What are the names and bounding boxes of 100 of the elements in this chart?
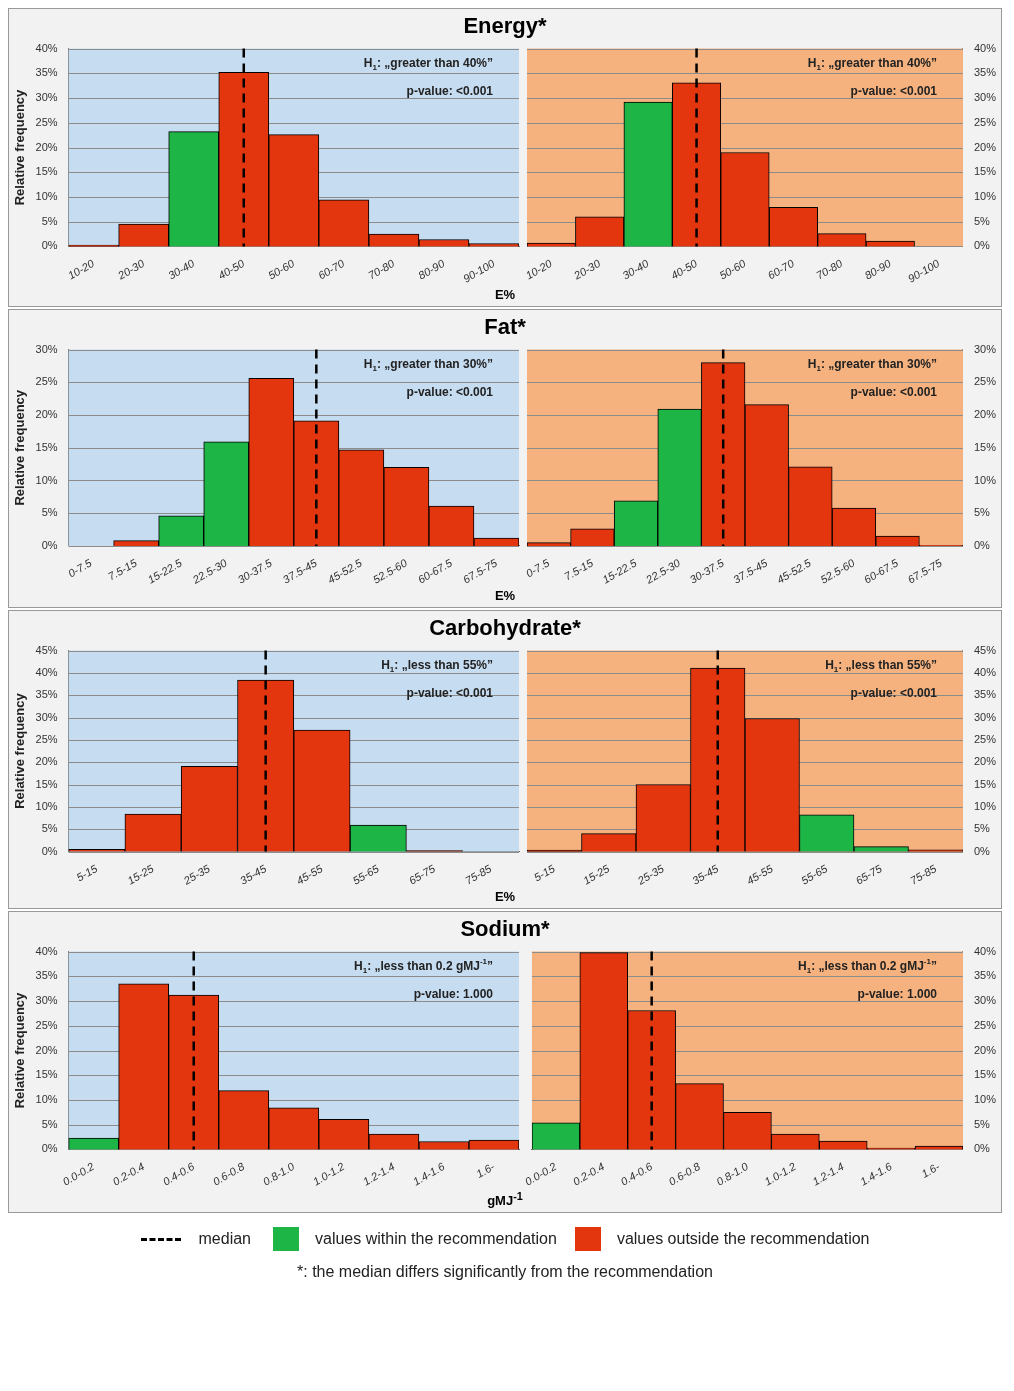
x-tick-label: 5-15 xyxy=(74,861,101,884)
annotation: p-value: <0.001 xyxy=(850,685,938,700)
annotation: p-value: <0.001 xyxy=(406,83,494,98)
text: values within the recommendation xyxy=(314,1230,557,1249)
y-tick-label: 15% xyxy=(35,1068,58,1081)
annotation: p-value: <0.001 xyxy=(406,685,494,700)
y-tick-label: 10% xyxy=(973,473,997,486)
annotation: p-value: <0.001 xyxy=(406,384,494,399)
y-tick-label: 0% xyxy=(41,239,58,252)
y-tick-label: 15% xyxy=(35,777,58,790)
chart-title: Sodium* xyxy=(459,915,551,942)
y-tick-label: 0% xyxy=(973,1142,991,1155)
text: *: the median differs significantly from the recommendation xyxy=(296,1263,714,1282)
y-tick-label: 5% xyxy=(41,1117,58,1130)
y-tick-label: 15% xyxy=(973,165,997,178)
y-tick-label: 35% xyxy=(35,969,58,982)
annotation: p-value: 1.000 xyxy=(857,986,938,1001)
y-tick-label: 20% xyxy=(973,755,997,768)
y-tick-label: 45% xyxy=(35,643,58,656)
y-tick-label: 25% xyxy=(35,732,58,745)
y-tick-label: 30% xyxy=(973,994,997,1007)
x-tick-label: 0-7.5 xyxy=(65,556,95,580)
y-tick-label: 20% xyxy=(35,408,58,421)
y-tick-label: 25% xyxy=(973,115,997,128)
y-tick-label: 5% xyxy=(973,822,991,835)
y-tick-label: 15% xyxy=(35,165,58,178)
y-tick-label: 15% xyxy=(973,777,997,790)
y-axis-title: Relative frequency xyxy=(12,88,28,206)
y-tick-label: 40% xyxy=(973,665,997,678)
y-tick-label: 15% xyxy=(973,440,997,453)
text: values outside the recommendation xyxy=(616,1230,870,1249)
y-tick-label: 40% xyxy=(973,41,997,54)
y-tick-label: 10% xyxy=(973,1093,997,1106)
chart-title: Fat* xyxy=(483,313,527,340)
x-axis-title: E% xyxy=(493,287,517,304)
y-tick-label: 30% xyxy=(35,342,58,355)
y-tick-label: 40% xyxy=(35,41,58,54)
y-tick-label: 30% xyxy=(35,91,58,104)
annotation: p-value: <0.001 xyxy=(850,83,938,98)
annotation: p-value: 1.000 xyxy=(413,986,494,1001)
y-axis-title: Relative frequency xyxy=(12,389,28,506)
annotation: p-value: <0.001 xyxy=(850,384,938,399)
y-tick-label: 40% xyxy=(973,944,997,957)
y-tick-label: 20% xyxy=(973,140,997,153)
y-tick-label: 35% xyxy=(35,688,58,701)
y-tick-label: 25% xyxy=(973,375,997,388)
y-tick-label: 30% xyxy=(35,710,58,723)
x-tick-label: 40-50 xyxy=(668,256,700,282)
x-tick-label: 0-7.5 xyxy=(523,556,553,580)
y-tick-label: 25% xyxy=(35,115,58,128)
y-tick-label: 10% xyxy=(973,799,997,812)
y-tick-label: 20% xyxy=(35,140,58,153)
y-tick-label: 25% xyxy=(35,1018,58,1031)
y-axis-title: Relative frequency xyxy=(12,692,28,809)
x-tick-label: 5-15 xyxy=(531,861,558,884)
y-tick-label: 10% xyxy=(35,190,58,203)
y-tick-label: 35% xyxy=(973,688,997,701)
text: median xyxy=(198,1230,251,1249)
y-tick-label: 0% xyxy=(973,844,991,857)
y-tick-label: 40% xyxy=(35,665,58,678)
y-tick-label: 10% xyxy=(35,799,58,812)
y-tick-label: 25% xyxy=(973,732,997,745)
y-tick-label: 35% xyxy=(973,66,997,79)
y-tick-label: 5% xyxy=(973,214,991,227)
y-tick-label: 40% xyxy=(35,944,58,957)
x-axis-title: gMJ$^{-1}$ xyxy=(486,1190,524,1211)
y-tick-label: 10% xyxy=(35,1093,58,1106)
y-tick-label: 5% xyxy=(973,1117,991,1130)
y-tick-label: 30% xyxy=(973,342,997,355)
chart-title: Energy* xyxy=(462,12,548,39)
y-tick-label: 30% xyxy=(973,91,997,104)
y-tick-label: 5% xyxy=(41,214,58,227)
y-tick-label: 15% xyxy=(973,1068,997,1081)
y-tick-label: 35% xyxy=(973,969,997,982)
y-tick-label: 35% xyxy=(35,66,58,79)
chart-title: Carbohydrate* xyxy=(428,614,582,641)
x-tick-label: 40-50 xyxy=(215,256,248,282)
y-tick-label: 5% xyxy=(41,822,58,835)
y-axis-title: Relative frequency xyxy=(12,991,28,1109)
y-tick-label: 0% xyxy=(41,1142,58,1155)
y-tick-label: 15% xyxy=(35,440,58,453)
y-tick-label: 10% xyxy=(35,473,58,486)
y-tick-label: 25% xyxy=(973,1018,997,1031)
y-tick-label: 0% xyxy=(41,538,58,551)
y-tick-label: 45% xyxy=(973,643,997,656)
x-axis-title: E% xyxy=(493,588,517,605)
y-tick-label: 20% xyxy=(973,408,997,421)
x-tick-label: 1.6- xyxy=(474,1159,497,1181)
y-tick-label: 5% xyxy=(973,506,991,519)
y-tick-label: 30% xyxy=(973,710,997,723)
y-tick-label: 25% xyxy=(35,375,58,388)
y-tick-label: 30% xyxy=(35,994,58,1007)
y-tick-label: 0% xyxy=(973,538,991,551)
y-tick-label: 10% xyxy=(973,190,997,203)
y-tick-label: 20% xyxy=(973,1043,997,1056)
x-tick-label: 1.6- xyxy=(919,1159,942,1181)
y-tick-label: 20% xyxy=(35,755,58,768)
y-tick-label: 0% xyxy=(41,844,58,857)
x-axis-title: E% xyxy=(493,889,517,906)
y-tick-label: 0% xyxy=(973,239,991,252)
